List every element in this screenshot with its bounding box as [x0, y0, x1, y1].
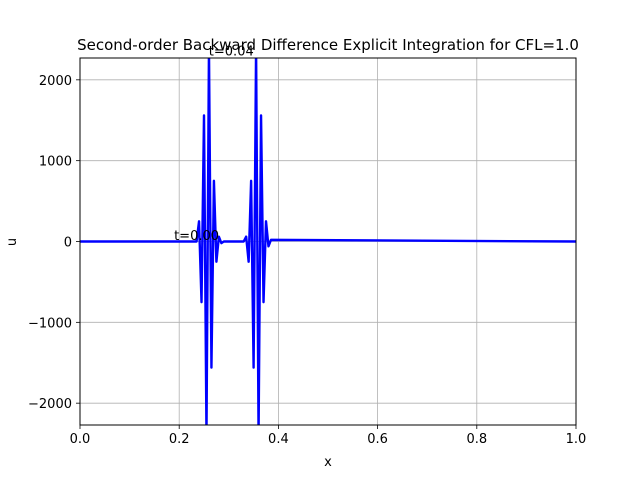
x-tick-label: 0.4: [268, 432, 289, 447]
x-tick-label: 0.8: [466, 432, 487, 447]
axes-frame: [79, 57, 577, 426]
x-tick-label: 0.2: [169, 432, 190, 447]
plot-area: [80, 58, 576, 425]
y-tick-label: −2000: [28, 397, 72, 412]
series-line: [80, 58, 576, 425]
x-tick-label: 0.6: [367, 432, 388, 447]
annotations: t=0.04 t=0.00: [174, 45, 254, 244]
x-tick-label: 1.0: [566, 432, 587, 447]
y-axis-label: u: [5, 238, 20, 246]
y-tick-label: 1000: [39, 155, 72, 170]
ticks: 0.0 0.2 0.4 0.6 0.8 1.0 −2000 −1000 0 1000 2000: [28, 74, 586, 447]
x-axis-label: x: [324, 455, 332, 470]
y-tick-label: 2000: [39, 74, 72, 89]
x-tick-label: 0.0: [70, 432, 91, 447]
annotation-label: t=0.04: [209, 45, 254, 60]
y-tick-label: 0: [64, 236, 72, 251]
chart-title: Second-order Backward Difference Explici…: [77, 36, 579, 54]
y-tick-label: −1000: [28, 316, 72, 331]
annotation-label: t=0.00: [174, 229, 219, 244]
